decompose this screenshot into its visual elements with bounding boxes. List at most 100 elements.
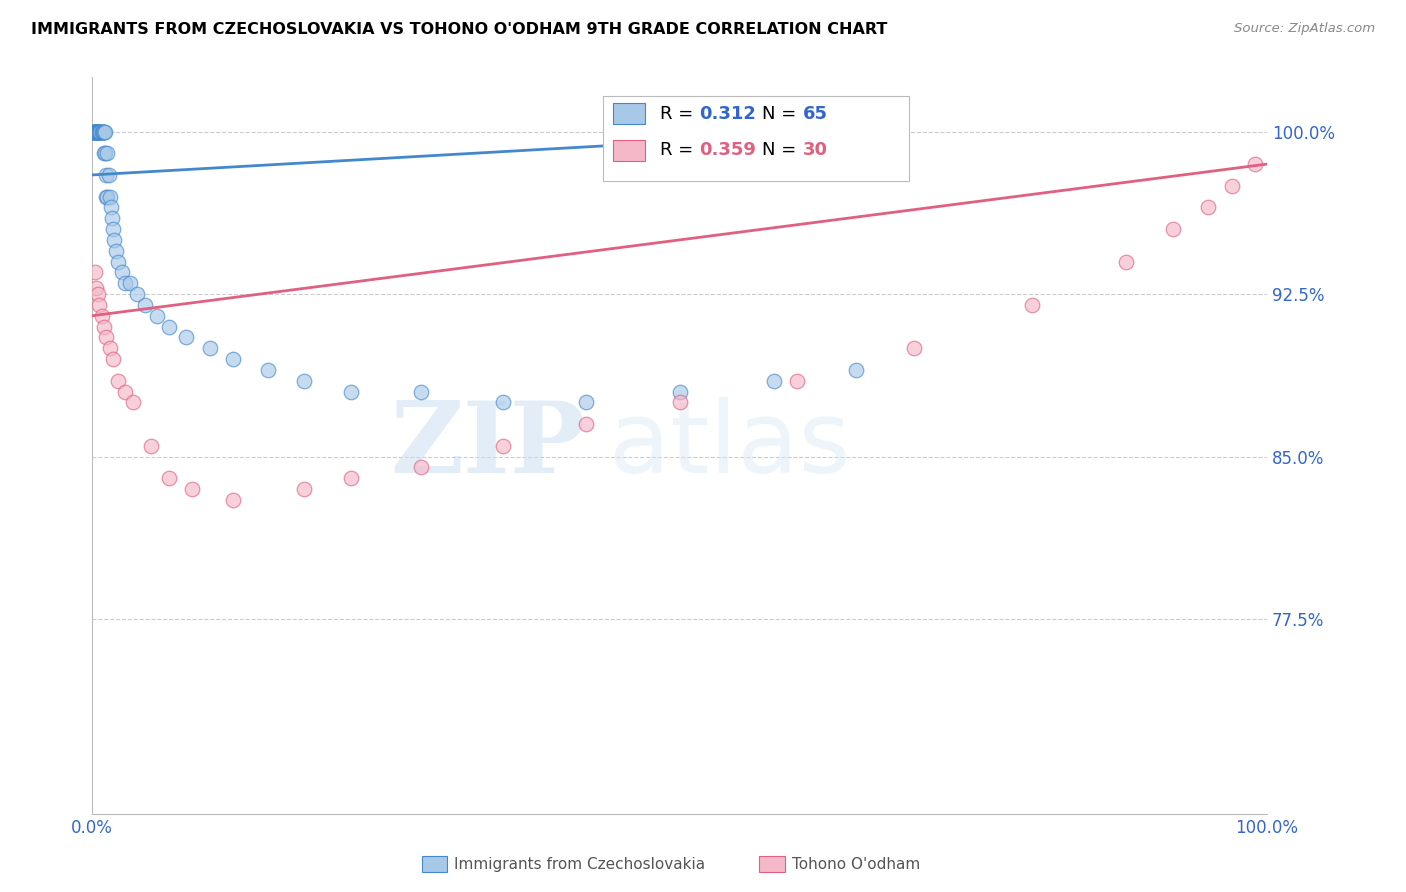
Point [86,125,108,139]
Point [1220,178,1243,193]
Bar [613,103,645,124]
Point [339,471,361,485]
Point [98,341,121,355]
Point [110,265,132,279]
Point [114,277,136,291]
Point [134,298,156,312]
Point [1161,222,1184,236]
Point [83,265,105,279]
Point [87,125,110,139]
Point [114,384,136,399]
Point [90,125,112,139]
Point [89,125,111,139]
Point [89,125,111,139]
Point [292,374,315,388]
Point [122,395,145,409]
Point [903,341,925,355]
Point [82,125,104,139]
Point [103,222,125,236]
Point [96,146,118,161]
Point [107,254,129,268]
Point [96,330,118,344]
Point [90,309,112,323]
Point [87,125,110,139]
Point [125,287,148,301]
Point [84,125,107,139]
Point [94,146,117,161]
Point [93,125,115,139]
Point [91,125,114,139]
Text: IMMIGRANTS FROM CZECHOSLOVAKIA VS TOHONO O'ODHAM 9TH GRADE CORRELATION CHART: IMMIGRANTS FROM CZECHOSLOVAKIA VS TOHONO… [31,22,887,37]
Point [198,341,221,355]
Point [82,125,104,139]
Point [89,125,111,139]
Point [89,125,111,139]
Point [1197,201,1219,215]
Point [492,439,515,453]
Point [84,125,107,139]
Text: 0.312: 0.312 [700,104,756,122]
Point [845,363,868,377]
Point [492,395,515,409]
Point [103,352,125,367]
Point [100,201,122,215]
Point [222,352,245,367]
Text: 65: 65 [803,104,828,122]
Point [668,395,690,409]
Text: 0.359: 0.359 [700,141,756,160]
Point [83,125,105,139]
Point [83,125,105,139]
Point [1021,298,1043,312]
Point [96,168,118,182]
Point [93,319,115,334]
Point [257,363,280,377]
Text: N =: N = [762,104,801,122]
Point [292,482,315,496]
Point [86,125,108,139]
Point [91,125,114,139]
Bar [613,140,645,161]
Point [98,189,121,203]
Point [87,125,110,139]
Point [1244,157,1267,171]
Point [86,125,108,139]
Point [103,233,125,247]
Point [411,460,433,475]
Point [139,439,162,453]
Point [82,125,104,139]
Point [101,211,124,226]
Point [174,330,197,344]
Text: Tohono O'odham: Tohono O'odham [792,857,920,871]
Point [89,125,111,139]
Text: atlas: atlas [609,397,851,494]
Point [668,384,690,399]
Point [96,189,118,203]
Text: R =: R = [659,141,699,160]
Point [107,374,129,388]
Point [181,482,204,496]
Point [84,280,107,294]
Point [411,384,433,399]
Point [87,125,110,139]
Text: ZIP: ZIP [391,397,585,494]
Point [574,395,596,409]
Point [339,384,361,399]
Point [93,146,115,161]
Point [146,309,169,323]
Text: Immigrants from Czechoslovakia: Immigrants from Czechoslovakia [454,857,706,871]
Point [89,298,111,312]
Point [90,125,112,139]
Point [157,471,180,485]
Point [762,374,785,388]
Point [83,125,105,139]
Text: Source: ZipAtlas.com: Source: ZipAtlas.com [1234,22,1375,36]
Point [574,417,596,431]
Point [84,125,107,139]
Point [222,492,245,507]
Text: 30: 30 [803,141,828,160]
Point [83,125,105,139]
Point [118,277,141,291]
Point [87,287,110,301]
Text: N =: N = [762,141,801,160]
Point [94,125,117,139]
